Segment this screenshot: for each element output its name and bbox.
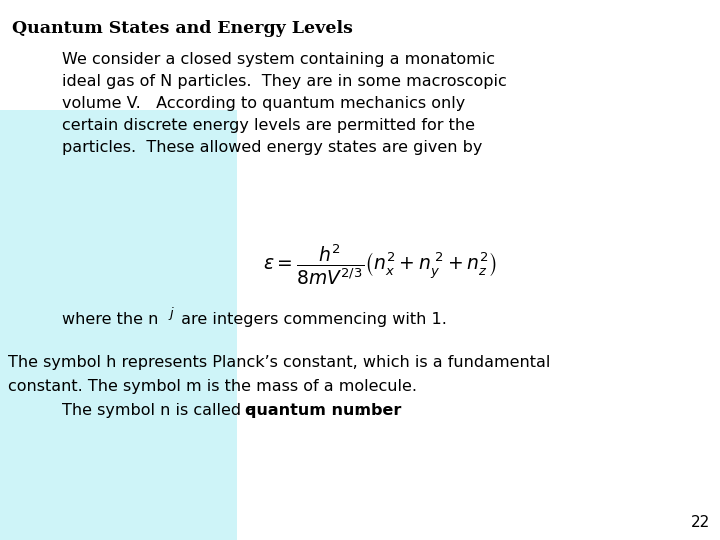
- Text: 22: 22: [690, 515, 710, 530]
- Text: are integers commencing with 1.: are integers commencing with 1.: [176, 312, 447, 327]
- Text: j: j: [169, 307, 173, 320]
- Text: .: .: [357, 403, 362, 418]
- Text: The symbol n is called a: The symbol n is called a: [62, 403, 261, 418]
- Text: volume V.   According to quantum mechanics only: volume V. According to quantum mechanics…: [62, 96, 465, 111]
- Text: We consider a closed system containing a monatomic: We consider a closed system containing a…: [62, 52, 495, 67]
- Text: The symbol h represents Planck’s constant, which is a fundamental: The symbol h represents Planck’s constan…: [8, 355, 550, 370]
- Text: Quantum States and Energy Levels: Quantum States and Energy Levels: [12, 20, 353, 37]
- Text: ideal gas of N particles.  They are in some macroscopic: ideal gas of N particles. They are in so…: [62, 74, 507, 89]
- Bar: [0, 110, 237, 540]
- Text: particles.  These allowed energy states are given by: particles. These allowed energy states a…: [62, 140, 482, 155]
- Text: constant. The symbol m is the mass of a molecule.: constant. The symbol m is the mass of a …: [8, 379, 417, 394]
- Text: where the n: where the n: [62, 312, 158, 327]
- Text: certain discrete energy levels are permitted for the: certain discrete energy levels are permi…: [62, 118, 475, 133]
- Text: quantum number: quantum number: [245, 403, 401, 418]
- Text: $\varepsilon = \dfrac{h^2}{8mV^{2/3}}\left(n_x^2 + n_y^{\;2} + n_z^2\right)$: $\varepsilon = \dfrac{h^2}{8mV^{2/3}}\le…: [264, 242, 497, 287]
